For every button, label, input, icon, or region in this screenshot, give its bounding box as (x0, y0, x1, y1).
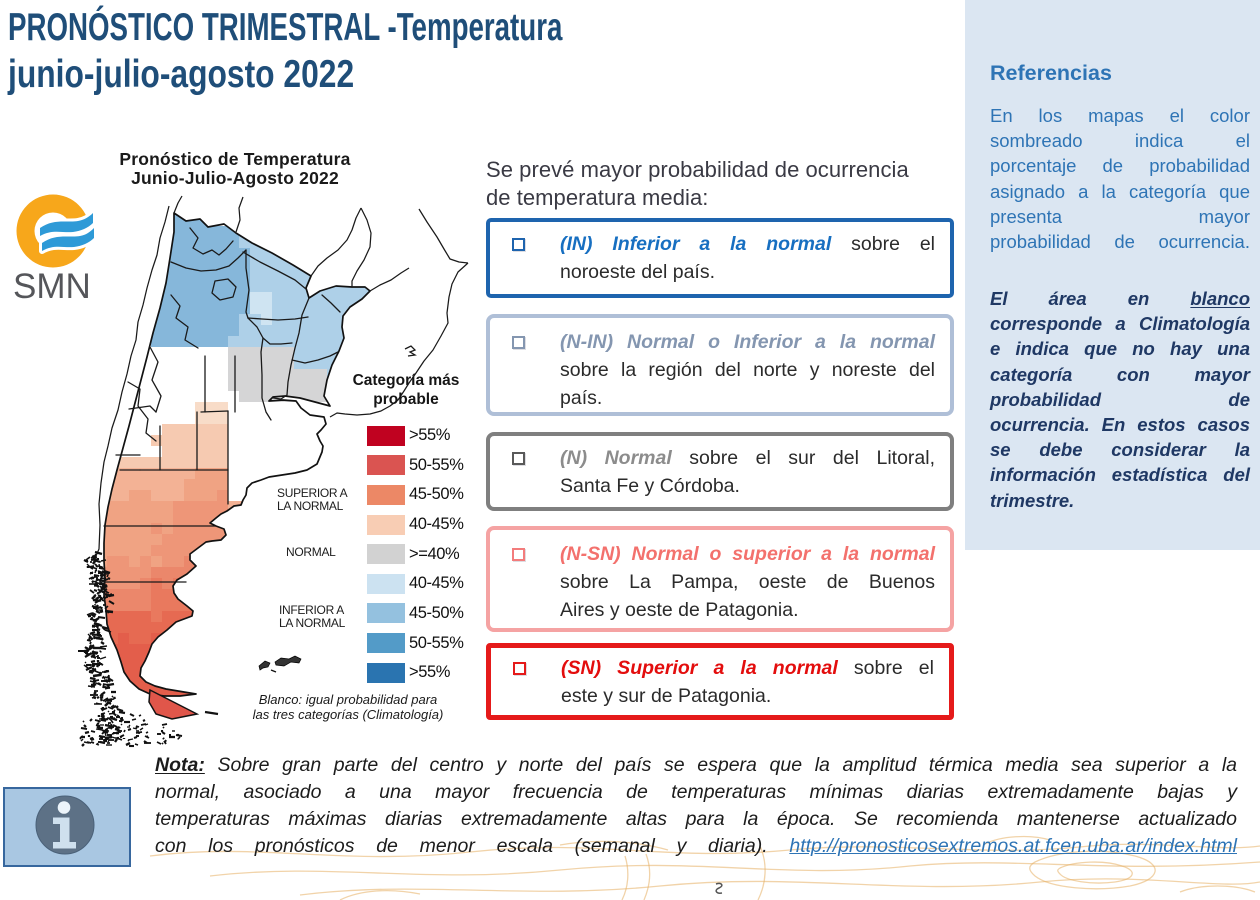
svg-text:SMN: SMN (13, 267, 91, 306)
